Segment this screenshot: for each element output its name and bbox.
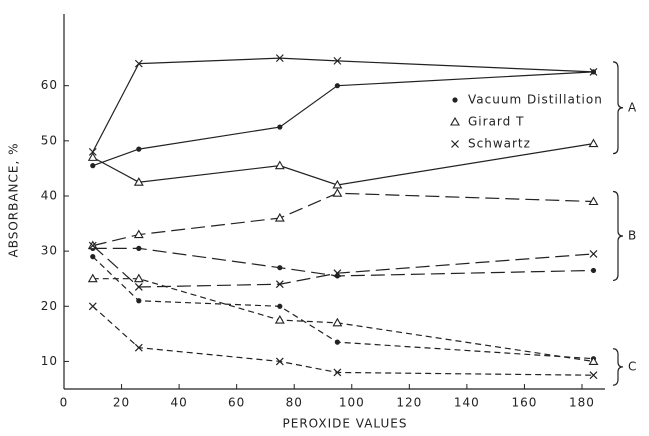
legend-label: Girard T [468, 115, 524, 129]
marker-triangle [274, 314, 285, 324]
marker-triangle [588, 196, 599, 206]
marker-cross [275, 54, 284, 63]
marker-triangle [133, 229, 144, 239]
marker-cross [134, 59, 143, 68]
x-tick-label: 180 [569, 396, 595, 410]
marker-triangle [133, 273, 144, 283]
marker-dot [277, 265, 283, 271]
marker-triangle [450, 116, 460, 126]
group-brace [612, 61, 624, 155]
marker-cross [88, 241, 97, 250]
marker-dot [452, 97, 458, 103]
x-tick-label: 60 [228, 396, 245, 410]
group-label: B [628, 228, 637, 242]
x-tick-label: 120 [396, 396, 422, 410]
marker-dot [590, 267, 597, 274]
series-line [92, 247, 594, 277]
marker-cross [589, 249, 598, 258]
marker-dot [136, 245, 142, 251]
marker-dot [277, 124, 283, 130]
series-line [92, 192, 594, 247]
marker-dot [334, 273, 340, 279]
marker-dot [334, 83, 340, 89]
y-axis-label: ABSORBANCE, % [7, 142, 21, 257]
marker-dot [90, 163, 96, 169]
marker-cross [451, 140, 459, 148]
series-line [92, 278, 594, 363]
marker-cross [275, 357, 284, 366]
marker-dot [277, 303, 283, 309]
marker-dot [136, 298, 142, 304]
marker-dot [90, 254, 96, 260]
x-tick-label: 20 [113, 396, 130, 410]
marker-triangle [87, 273, 98, 283]
y-tick-label: 30 [41, 244, 58, 258]
y-tick-label: 50 [41, 133, 58, 147]
series-line [92, 305, 594, 376]
series-line [92, 245, 594, 288]
y-tick-label: 60 [41, 78, 58, 92]
y-tick-label: 10 [41, 354, 58, 368]
group-label: A [628, 100, 637, 114]
marker-cross [333, 368, 342, 377]
marker-cross [589, 371, 598, 380]
y-tick-label: 40 [41, 188, 58, 202]
marker-dot [136, 146, 142, 152]
group-brace [612, 348, 624, 386]
marker-cross [88, 147, 97, 156]
x-tick-label: 140 [454, 396, 480, 410]
x-tick-label: 80 [286, 396, 303, 410]
x-tick-label: 40 [170, 396, 187, 410]
marker-triangle [588, 138, 599, 148]
marker-triangle [274, 160, 285, 170]
x-tick-label: 160 [511, 396, 537, 410]
group-label: C [628, 359, 637, 373]
y-tick-label: 20 [41, 299, 58, 313]
marker-cross [333, 56, 342, 65]
marker-cross [333, 269, 342, 278]
marker-triangle [332, 188, 343, 197]
marker-triangle [133, 177, 144, 186]
marker-triangle [332, 179, 343, 189]
legend-label: Vacuum Distillation [468, 93, 603, 107]
marker-cross [88, 302, 97, 311]
marker-triangle [87, 152, 98, 161]
marker-cross [134, 283, 143, 291]
marker-triangle [274, 212, 285, 222]
x-tick-label: 0 [60, 396, 69, 410]
marker-cross [275, 280, 284, 289]
x-tick-label: 100 [339, 396, 365, 410]
marker-triangle [332, 317, 343, 327]
marker-cross [589, 67, 598, 76]
marker-dot [334, 339, 340, 345]
x-axis-label: PEROXIDE VALUES [283, 417, 408, 431]
marker-triangle [588, 356, 599, 365]
legend-label: Schwartz [468, 137, 531, 151]
group-brace [612, 190, 624, 282]
marker-cross [134, 343, 143, 352]
